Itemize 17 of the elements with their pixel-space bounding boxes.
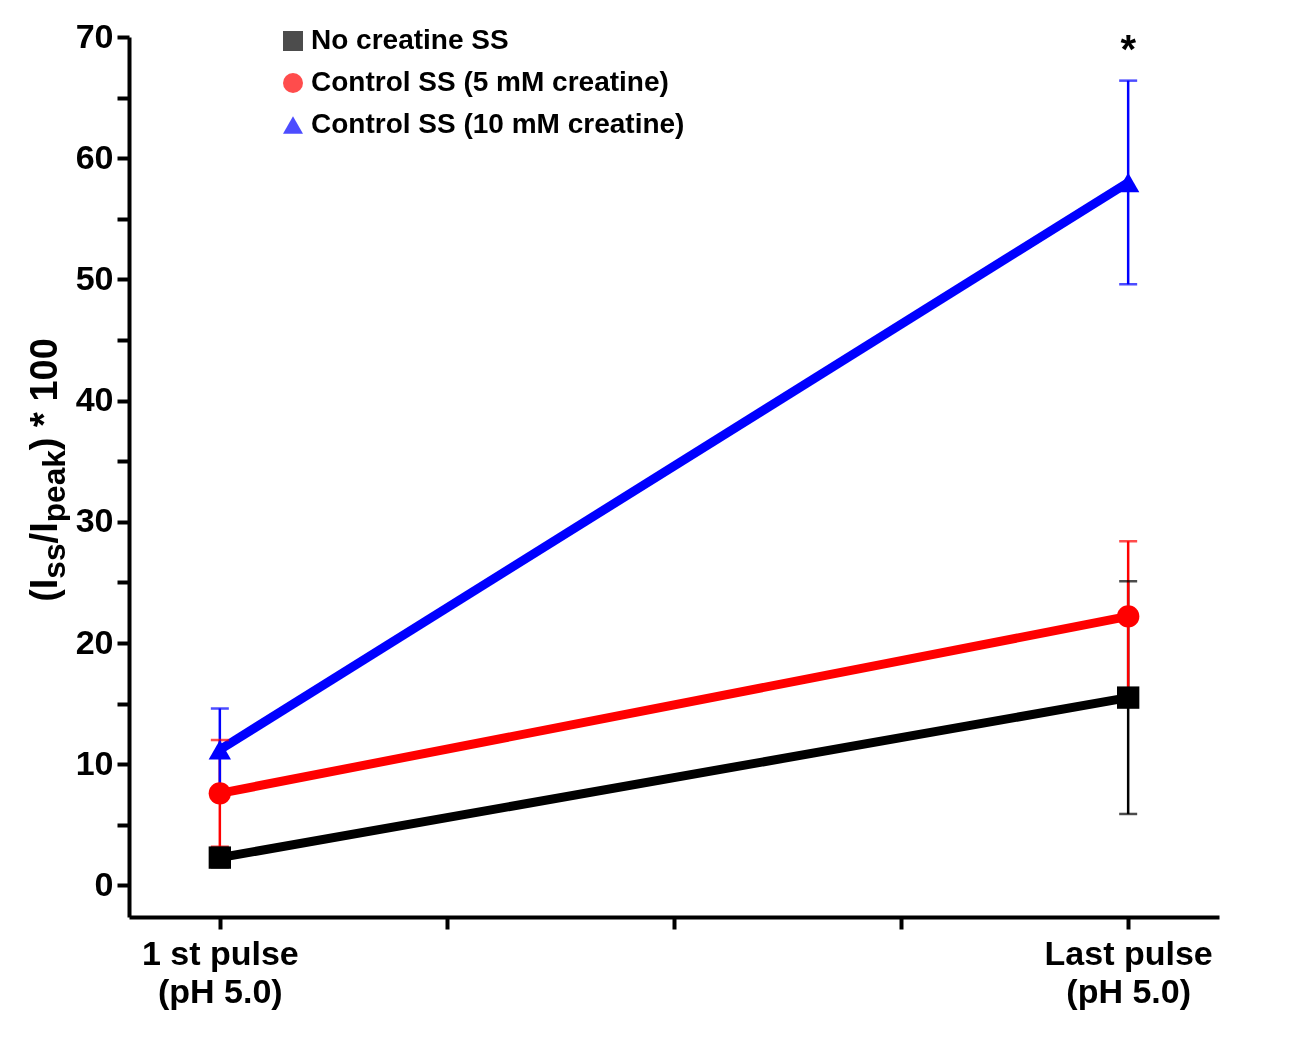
y-tick-label: 0 [94,864,114,903]
y-tick-label: 20 [75,622,114,661]
y-tick-label: 60 [75,137,114,176]
x-tick-label: 1 st pulse (pH 5.0) [141,933,299,1010]
y-tick-label: 50 [75,258,114,297]
legend-label: No creatine SS [311,24,509,55]
annotation: * [1120,27,1137,71]
y-tick-label: 30 [75,501,114,540]
y-tick-label: 70 [75,16,114,55]
legend-label: Control SS (5 mM creatine) [311,66,669,97]
point [1116,686,1140,709]
point [1116,605,1140,628]
x-tick-label: Last pulse (pH 5.0) [1044,933,1213,1010]
legend-label: Control SS (10 mM creatine) [311,108,685,139]
y-tick-label: 40 [75,380,114,419]
y-tick-label: 10 [75,743,114,782]
point [208,782,232,805]
